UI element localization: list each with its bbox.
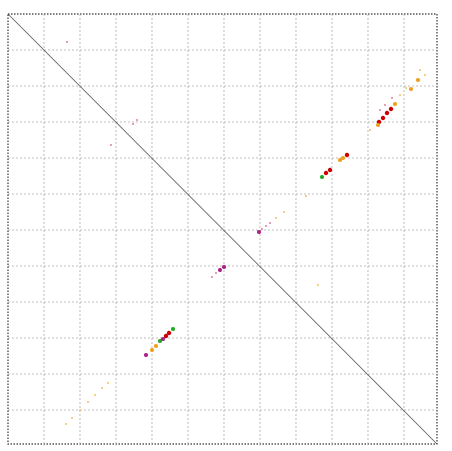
point: [327, 167, 333, 173]
point: [369, 129, 371, 131]
point: [380, 115, 386, 121]
point: [87, 401, 89, 403]
point: [391, 97, 393, 99]
point: [283, 211, 285, 213]
point: [409, 87, 413, 91]
point: [136, 119, 138, 121]
point: [150, 348, 154, 352]
point: [66, 41, 68, 43]
point: [341, 156, 345, 160]
point: [65, 423, 67, 425]
point: [110, 144, 112, 146]
point: [132, 123, 134, 125]
point: [215, 272, 217, 274]
point: [71, 417, 73, 419]
point: [320, 175, 324, 179]
point: [171, 327, 175, 331]
point: [384, 104, 386, 106]
point: [211, 276, 213, 278]
point: [338, 158, 342, 162]
point: [275, 217, 277, 219]
point: [166, 330, 172, 336]
point: [107, 382, 109, 384]
plot-frame: [7, 13, 438, 445]
point: [257, 230, 261, 234]
point: [265, 225, 267, 227]
point: [161, 337, 165, 341]
point: [393, 102, 397, 106]
point: [154, 344, 158, 348]
point: [144, 353, 148, 357]
point: [405, 87, 407, 89]
diagonal: [7, 13, 438, 445]
point: [79, 409, 81, 411]
point: [94, 394, 96, 396]
point: [344, 152, 350, 158]
point: [416, 78, 420, 82]
point: [222, 265, 226, 269]
point: [379, 109, 381, 111]
point: [158, 339, 162, 343]
point: [388, 106, 394, 112]
point: [101, 387, 103, 389]
point: [384, 110, 390, 116]
point: [399, 94, 401, 96]
point: [163, 333, 169, 339]
point: [424, 74, 426, 76]
point: [269, 222, 271, 224]
point: [419, 69, 421, 71]
point: [323, 170, 329, 176]
point: [376, 123, 380, 127]
point: [218, 268, 222, 272]
point: [317, 284, 319, 286]
point: [305, 195, 307, 197]
point: [261, 228, 263, 230]
